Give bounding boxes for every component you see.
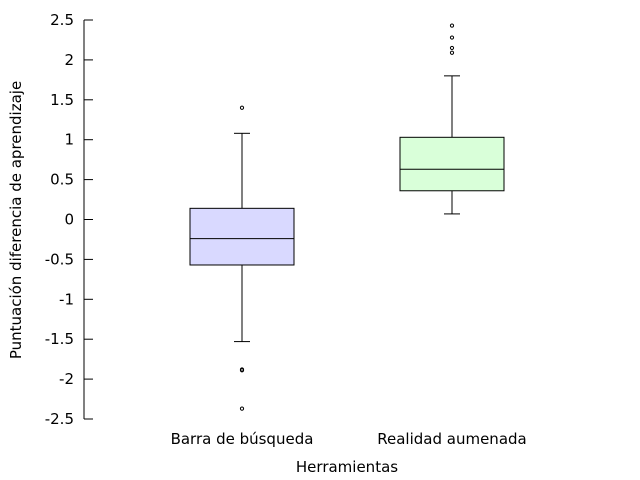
y-tick-label: 1.5 <box>50 91 74 109</box>
y-tick-label: 2 <box>64 51 74 69</box>
x-axis-title: Herramientas <box>296 458 398 476</box>
y-tick-label: 0.5 <box>50 171 74 189</box>
outlier-point <box>239 368 245 373</box>
outlier-point <box>449 50 455 55</box>
outlier-point <box>239 105 245 110</box>
y-tick-label: -1 <box>59 290 74 308</box>
box-series <box>189 23 505 411</box>
x-axis-labels: Barra de búsqueda Realidad aumenada <box>171 430 527 448</box>
outlier-point <box>239 406 245 411</box>
y-tick-label: -2 <box>59 370 74 388</box>
y-axis-title: Puntuación diferencia de aprendizaje <box>7 81 25 359</box>
y-tick-label: 1 <box>64 131 74 149</box>
outlier-point <box>449 35 455 40</box>
box-group <box>399 23 505 215</box>
y-axis: -2.5 -2 -1.5 -1 -0.5 0 0.5 1 1.5 2 2.5 <box>45 11 93 428</box>
x-category-label: Barra de búsqueda <box>171 430 314 448</box>
iqr-box <box>189 207 295 266</box>
outlier-point <box>449 23 455 28</box>
iqr-box <box>399 136 505 192</box>
y-tick-label: -1.5 <box>45 330 74 348</box>
outlier-point <box>449 45 455 51</box>
y-tick-label: 0 <box>64 211 74 229</box>
y-tick-label: 2.5 <box>50 11 74 29</box>
y-tick-label: -0.5 <box>45 250 74 268</box>
y-tick-label: -2.5 <box>45 410 74 428</box>
box-group <box>189 105 295 411</box>
x-category-label: Realidad aumenada <box>377 430 526 448</box>
